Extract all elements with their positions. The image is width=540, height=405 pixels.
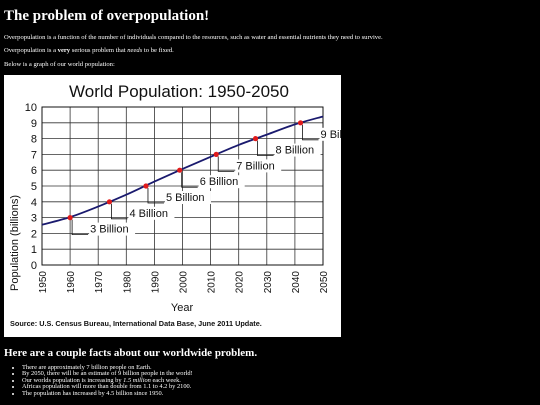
milestone-leader xyxy=(302,124,319,141)
fact-text-pre: Our worlds population is increasing by xyxy=(22,376,124,384)
population-chart: World Population: 1950-2050 0 1 2 3 4 5 6 7 8 9 10… xyxy=(9,82,341,328)
y-tick-labels: 0 1 2 3 4 5 6 7 8 9 10 xyxy=(25,102,37,272)
serious-text-post: to be fixed. xyxy=(142,47,174,54)
plot-frame xyxy=(41,106,324,266)
milestone-label: 9 Billion xyxy=(321,129,341,141)
x-axis-label: Year xyxy=(171,302,194,314)
x-tick-label: 2020 xyxy=(235,271,246,294)
chart-grid xyxy=(41,106,324,266)
facts-list: There are approximately 7 billion people… xyxy=(12,364,193,397)
x-tick-label: 2010 xyxy=(207,271,218,294)
fact-text-italic: 1.5 million xyxy=(123,376,151,384)
x-tick-label: 1970 xyxy=(94,271,105,294)
fact-item: By 2050, there will be an estimate of 9 … xyxy=(22,370,193,377)
milestone-leader xyxy=(181,172,198,188)
milestone-label-bg xyxy=(235,159,282,173)
milestone-label: 5 Billion xyxy=(166,192,205,204)
milestone-label-bg xyxy=(274,143,321,157)
milestone-leader xyxy=(71,219,89,236)
fact-item: The population has increased by 4.5 bill… xyxy=(22,390,193,397)
milestone-label-bg xyxy=(128,206,175,220)
x-tick-label: 1980 xyxy=(122,271,133,294)
population-series-line xyxy=(41,115,324,226)
milestone-label: 3 Billion xyxy=(90,224,129,236)
y-axis-label: Population (billions) xyxy=(9,195,21,291)
serious-text-mid: serious problem that xyxy=(70,47,128,54)
milestone-label: 8 Billion xyxy=(276,145,315,157)
milestone-label: 4 Billion xyxy=(129,208,168,220)
y-tick-label: 4 xyxy=(31,197,37,209)
x-tick-label: 2000 xyxy=(179,271,190,294)
intro-paragraph: Overpopulation is a function of the numb… xyxy=(4,34,383,41)
y-tick-label: 10 xyxy=(25,102,37,114)
milestone-label-bg xyxy=(198,175,245,189)
chart-title: World Population: 1950-2050 xyxy=(69,82,289,101)
x-tick-label: 2050 xyxy=(319,271,330,294)
milestone-leader xyxy=(147,188,164,204)
milestone-point xyxy=(106,199,113,205)
y-tick-label: 2 xyxy=(31,228,37,240)
serious-text-bold: very xyxy=(57,47,71,54)
milestone-label-bg xyxy=(89,222,136,236)
x-tick-label: 1950 xyxy=(38,271,49,294)
x-tick-label: 2040 xyxy=(291,271,302,294)
graph-intro-paragraph: Below is a graph of our world population… xyxy=(4,61,115,68)
milestone-point xyxy=(67,215,73,221)
fact-item: There are approximately 7 billion people… xyxy=(22,364,193,371)
x-tick-label: 2030 xyxy=(263,271,274,294)
fact-item: Africas population will more than double… xyxy=(22,383,193,390)
milestone-label: 6 Billion xyxy=(200,176,239,188)
x-tick-label: 1960 xyxy=(66,271,77,294)
y-tick-label: 7 xyxy=(31,149,37,161)
milestone-leader xyxy=(111,203,128,220)
milestone-point xyxy=(177,167,183,173)
milestone-leader xyxy=(217,156,235,172)
x-tick-labels: 1950 1960 1970 1980 1990 2000 2010 2020 2030 2040… xyxy=(38,271,330,294)
y-tick-label: 0 xyxy=(31,260,37,272)
fact-item: Our worlds population is increasing by 1… xyxy=(22,376,193,384)
population-chart-image: World Population: 1950-2050 0 1 2 3 4 5 6 7 8 9 10… xyxy=(4,75,341,337)
serious-text-pre: Overpopulation is a xyxy=(4,47,58,54)
milestone-point xyxy=(252,136,259,142)
page-title: The problem of overpopulation! xyxy=(4,8,210,24)
milestone-point xyxy=(297,120,304,126)
y-tick-label: 6 xyxy=(31,165,37,177)
milestone-point xyxy=(213,151,219,157)
serious-paragraph: Overpopulation is a very serious problem… xyxy=(4,47,174,54)
milestone-label-bg xyxy=(164,191,211,204)
y-tick-label: 1 xyxy=(31,244,37,256)
serious-text-italic: needs xyxy=(127,47,143,54)
facts-heading: Here are a couple facts about our worldw… xyxy=(4,347,258,359)
chart-source-note: Source: U.S. Census Bureau, Internationa… xyxy=(10,319,262,328)
chart-frame xyxy=(41,106,324,266)
milestone-label: 7 Billion xyxy=(236,160,275,172)
fact-text-post: each week. xyxy=(150,376,181,384)
y-tick-label: 9 xyxy=(31,118,37,130)
milestone-label-bg xyxy=(319,127,341,141)
y-tick-label: 5 xyxy=(31,181,37,193)
y-tick-label: 3 xyxy=(31,213,37,225)
milestone-leader xyxy=(257,140,274,156)
milestone-point xyxy=(143,183,149,189)
x-tick-label: 1990 xyxy=(150,271,161,294)
y-tick-label: 8 xyxy=(31,134,37,146)
